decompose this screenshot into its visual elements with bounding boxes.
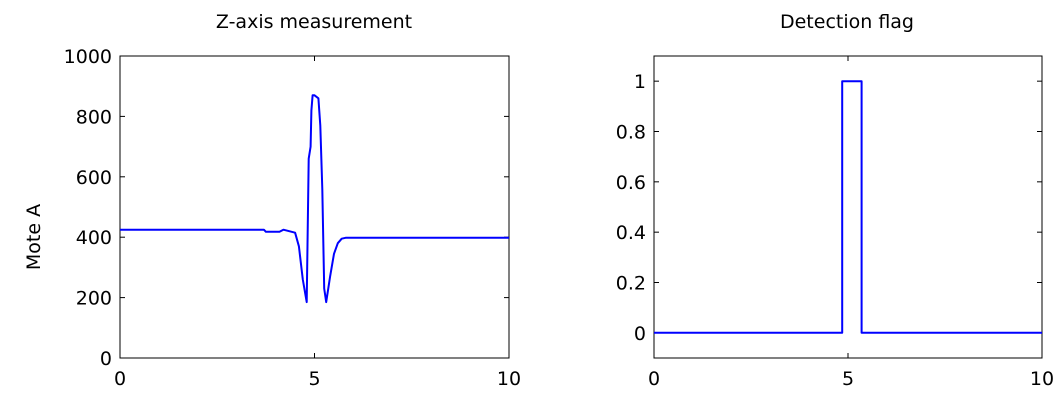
y-tick-label: 800 (76, 106, 112, 128)
y-tick-label: 1000 (64, 46, 112, 68)
plot-area (119, 55, 510, 359)
y-tick-label: 400 (76, 227, 112, 249)
series-line (654, 80, 1042, 334)
chart-title: Detection flag (780, 11, 914, 33)
y-tick-label: 200 (76, 288, 112, 310)
y-tick-label: 0.4 (616, 222, 646, 244)
x-tick-label: 0 (648, 368, 660, 390)
x-tick-label: 10 (497, 368, 521, 390)
x-tick-label: 5 (842, 368, 854, 390)
y-tick-label: 0 (634, 323, 646, 345)
y-tick-label: 1 (634, 71, 646, 93)
y-tick-label: 0.8 (616, 122, 646, 144)
y-tick-label: 600 (76, 167, 112, 189)
x-tick-label: 0 (114, 368, 126, 390)
chart-z-axis-measurement: Z-axis measurement Mote A 0 5 10 0 200 400 600… (23, 11, 521, 390)
y-tick-label: 0.2 (616, 273, 646, 295)
chart-detection-flag: Detection flag 0 5 10 0 0.2 0.4 0.6 0.8 1 (616, 11, 1054, 390)
x-tick-label: 10 (1030, 368, 1054, 390)
y-tick-label: 0.6 (616, 172, 646, 194)
chart-title: Z-axis measurement (216, 11, 412, 33)
plot-area (653, 55, 1043, 359)
y-tick-label: 0 (100, 348, 112, 370)
x-tick-label: 5 (308, 368, 320, 390)
series-line (120, 94, 509, 304)
y-axis-label: Mote A (23, 204, 45, 270)
